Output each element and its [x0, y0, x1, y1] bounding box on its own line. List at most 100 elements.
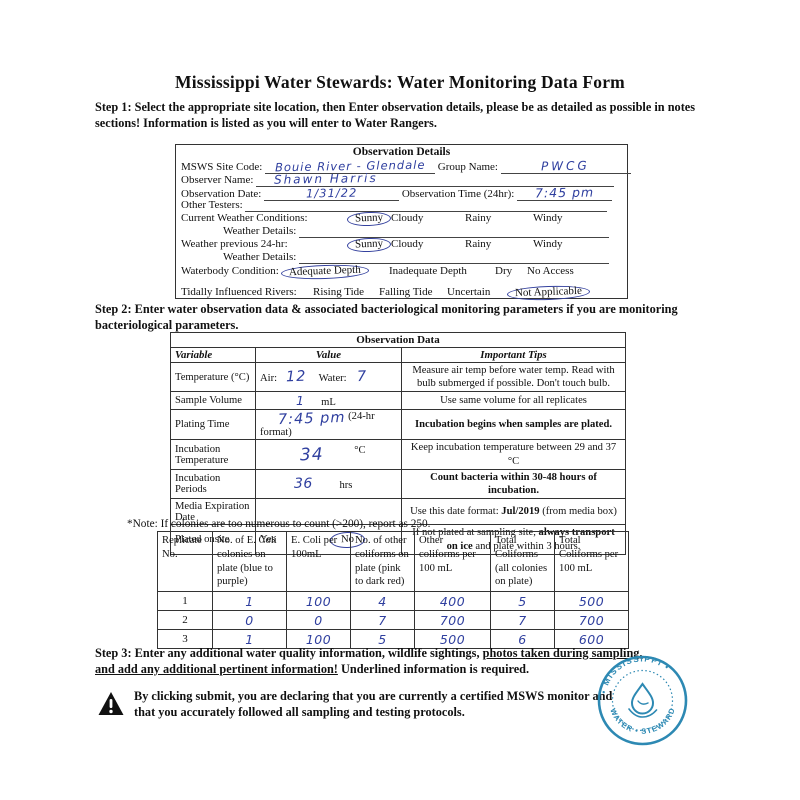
option-previous-windy[interactable]: Windy	[533, 238, 563, 251]
observer-name-label: Observer Name:	[181, 174, 254, 187]
option-not-applicable[interactable]: Not Applicable	[506, 284, 591, 302]
table-row-temperature: Temperature (°C) Air: 12 Water: 7 Measur…	[170, 361, 627, 393]
incubation-temp-input[interactable]: 34	[299, 444, 324, 466]
group-name-input[interactable]: PWCG	[500, 159, 631, 174]
option-current-rainy[interactable]: Rainy	[465, 211, 492, 224]
other-colonies-input[interactable]: 4	[350, 591, 415, 612]
observation-date-label: Observation Date:	[181, 188, 262, 201]
total-per-100ml-input[interactable]: 500	[554, 591, 629, 612]
temperature-value-cell[interactable]: Air: 12 Water: 7	[255, 361, 402, 393]
ecoli-colonies-input[interactable]: 1	[212, 629, 287, 650]
option-previous-rainy[interactable]: Rainy	[465, 238, 492, 251]
column-header-value: Value	[255, 347, 402, 363]
site-code-label: MSWS Site Code:	[181, 161, 263, 173]
other-per-100ml-input[interactable]: 700	[414, 610, 491, 631]
replicate-no: 3	[157, 629, 213, 650]
tip-sample-volume: Use same volume for all replicates	[400, 391, 627, 411]
other-per-100ml-input[interactable]: 400	[414, 591, 491, 612]
replicate-row-1: 1 1 100 4 400 5 500	[157, 591, 629, 612]
group-name-label: Group Name:	[437, 161, 498, 173]
total-per-100ml-input[interactable]: 600	[554, 629, 629, 650]
ecoli-colonies-input[interactable]: 1	[212, 591, 287, 612]
plating-time-cell[interactable]: 7:45 pm (24-hr format)	[255, 409, 402, 441]
ecoli-per-100ml-input[interactable]: 100	[286, 591, 351, 612]
weather-details-current-input[interactable]	[299, 225, 610, 238]
other-colonies-input[interactable]: 5	[350, 629, 415, 650]
ecoli-colonies-input[interactable]: 0	[212, 610, 287, 631]
tip-media-expiration: Use this date format: Jul/2019 (from med…	[400, 498, 627, 526]
tip-plating-time: Incubation begins when samples are plate…	[400, 409, 627, 441]
header-total-colonies: Total Coliforms (all colonies on plate)	[490, 530, 555, 593]
other-testers-row: Other Testers:	[181, 199, 622, 212]
replicate-row-3: 3 1 100 5 500 6 600	[157, 629, 629, 650]
observer-name-input[interactable]: Shawn Harris	[256, 171, 615, 188]
weather-details-label: Weather Details:	[223, 251, 297, 264]
observation-time-label: Observation Time (24hr):	[401, 188, 515, 201]
air-temp-input[interactable]: 12	[285, 368, 307, 386]
sample-volume-cell[interactable]: 1 mL	[255, 391, 402, 411]
observation-time-input[interactable]: 7:45 pm	[517, 185, 613, 202]
page-title: Mississippi Water Stewards: Water Monito…	[175, 72, 625, 92]
incubation-periods-cell[interactable]: 36 hrs	[255, 468, 402, 500]
table-row-plating-time: Plating Time 7:45 pm (24-hr format) Incu…	[170, 409, 627, 441]
previous-weather-label: Weather previous 24-hr:	[181, 238, 288, 251]
tidal-label: Tidally Influenced Rivers:	[181, 285, 297, 298]
sample-volume-unit: mL	[321, 397, 336, 409]
date-time-row: Observation Date: 1/31/22 Observation Ti…	[181, 185, 622, 202]
replicate-no: 1	[157, 591, 213, 612]
incubation-periods-input[interactable]: 36	[294, 476, 313, 493]
option-current-windy[interactable]: Windy	[533, 211, 563, 224]
site-code-input[interactable]: Bouie River - Glendale	[265, 158, 436, 174]
variable-sample-volume: Sample Volume	[170, 391, 256, 411]
header-replicate-no: Replicate No.	[157, 530, 213, 593]
previous-weather-row: Weather previous 24-hr: Sunny Cloudy Rai…	[181, 237, 622, 253]
incubation-temperature-cell[interactable]: 34 °C	[255, 439, 402, 470]
variable-temperature: Temperature (°C)	[170, 361, 256, 393]
site-code-row: MSWS Site Code: Bouie River - Glendale G…	[181, 158, 631, 174]
option-dry[interactable]: Dry	[495, 264, 513, 277]
option-previous-cloudy[interactable]: Cloudy	[391, 238, 424, 251]
observation-date-input[interactable]: 1/31/22	[264, 186, 400, 202]
declaration-text: By clicking submit, you are declaring th…	[134, 689, 613, 719]
weather-details-current-row: Weather Details:	[181, 225, 622, 238]
total-per-100ml-input[interactable]: 700	[554, 610, 629, 631]
media-expiration-cell[interactable]	[255, 498, 402, 526]
option-falling-tide[interactable]: Falling Tide	[379, 285, 433, 298]
weather-details-previous-input[interactable]	[299, 251, 610, 265]
ecoli-per-100ml-input[interactable]: 0	[286, 610, 351, 631]
step3-instructions: Step 3: Enter any additional water quali…	[95, 646, 647, 677]
sample-volume-input[interactable]: 1	[296, 393, 305, 409]
option-uncertain[interactable]: Uncertain	[447, 285, 491, 298]
header-ecoli-colonies: No. of E. Coli colonies on plate (blue t…	[212, 530, 287, 593]
table-row-incubation-temperature: Incubation Temperature 34 °C Keep incuba…	[170, 439, 627, 470]
plating-time-input[interactable]: 7:45 pm	[277, 410, 346, 429]
other-per-100ml-input[interactable]: 500	[414, 629, 491, 650]
weather-details-previous-row: Weather Details:	[181, 251, 622, 265]
other-testers-label: Other Testers:	[181, 198, 243, 211]
water-label: Water:	[318, 373, 347, 385]
option-current-cloudy[interactable]: Cloudy	[391, 211, 424, 224]
msws-logo: • MISSISSIPPI • WATER • STEWARDS	[596, 654, 688, 746]
option-no-access[interactable]: No Access	[527, 264, 574, 277]
other-testers-input[interactable]	[245, 199, 608, 212]
other-colonies-input[interactable]: 7	[350, 610, 415, 631]
water-temp-input[interactable]: 7	[357, 369, 368, 386]
observation-data-heading: Observation Data	[169, 332, 627, 348]
plating-time-unit: (24-hr format)	[260, 411, 375, 439]
variable-plating-time: Plating Time	[170, 409, 256, 441]
tidal-row: Tidally Influenced Rivers: Rising Tide F…	[181, 284, 622, 302]
incubation-periods-unit: hrs	[339, 480, 353, 492]
waterbody-condition-row: Waterbody Condition: Adequate Depth Inad…	[181, 262, 622, 281]
step2-instructions: Step 2: Enter water observation data & a…	[95, 302, 678, 332]
option-rising-tide[interactable]: Rising Tide	[313, 285, 365, 298]
step3-prefix: Step 3: Enter any additional water quali…	[95, 646, 483, 660]
weather-details-label: Weather Details:	[223, 224, 297, 237]
variable-incubation-temperature: Incubation Temperature	[170, 439, 256, 470]
ecoli-per-100ml-input[interactable]: 100	[286, 629, 351, 650]
total-colonies-input[interactable]: 5	[490, 591, 555, 612]
total-colonies-input[interactable]: 7	[490, 610, 555, 631]
option-inadequate-depth[interactable]: Inadequate Depth	[389, 264, 467, 277]
replicate-table: Replicate No. No. of E. Coli colonies on…	[157, 530, 629, 650]
waterbody-condition-label: Waterbody Condition:	[181, 264, 279, 277]
tip-incubation-temperature: Keep incubation temperature between 29 a…	[400, 439, 627, 470]
